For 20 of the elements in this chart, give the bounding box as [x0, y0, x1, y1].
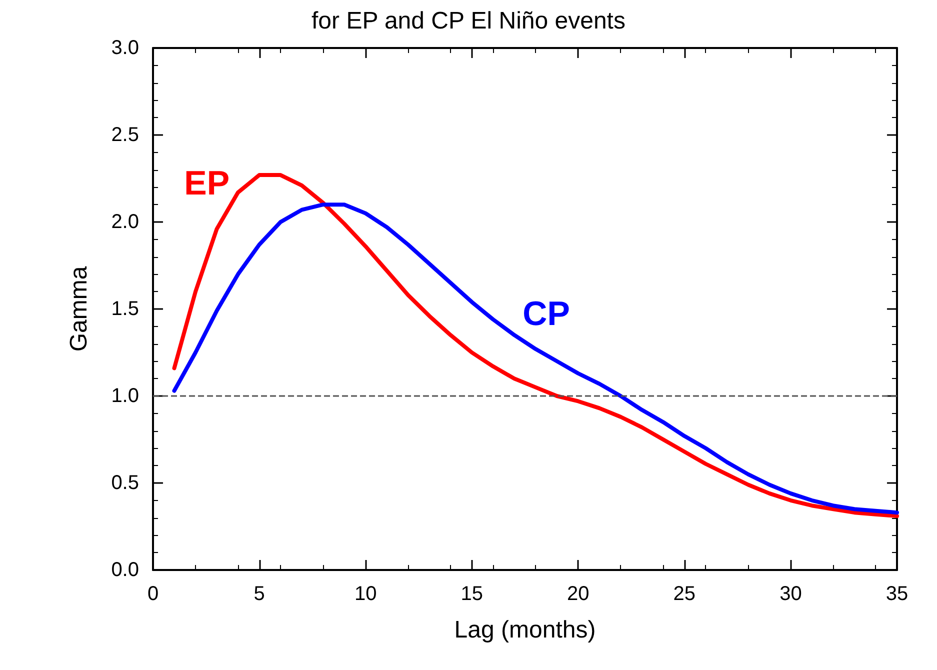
y-tick-label: 3.0 — [111, 37, 139, 59]
x-tick-label: 5 — [254, 583, 265, 605]
y-tick-label: 1.5 — [111, 298, 139, 320]
x-tick-label: 30 — [780, 583, 802, 605]
x-tick-label: 25 — [673, 583, 696, 605]
x-tick-label: 20 — [567, 583, 590, 605]
x-tick-label: 0 — [147, 583, 159, 605]
series-label: CP — [522, 295, 570, 334]
chart-title: for EP and CP El Niño events — [312, 8, 626, 34]
y-axis-title: Gamma — [66, 266, 92, 352]
y-tick-label: 0.0 — [111, 559, 139, 581]
y-tick-label: 2.5 — [111, 124, 139, 146]
y-tick-label: 2.0 — [111, 211, 139, 233]
x-tick-label: 15 — [460, 583, 483, 605]
y-tick-label: 0.5 — [111, 472, 139, 494]
x-tick-label: 10 — [354, 583, 377, 605]
x-axis-title: Lag (months) — [454, 616, 596, 644]
y-tick-label: 1.0 — [111, 385, 139, 407]
x-tick-label: 35 — [886, 583, 908, 605]
series-label: EP — [184, 164, 230, 203]
